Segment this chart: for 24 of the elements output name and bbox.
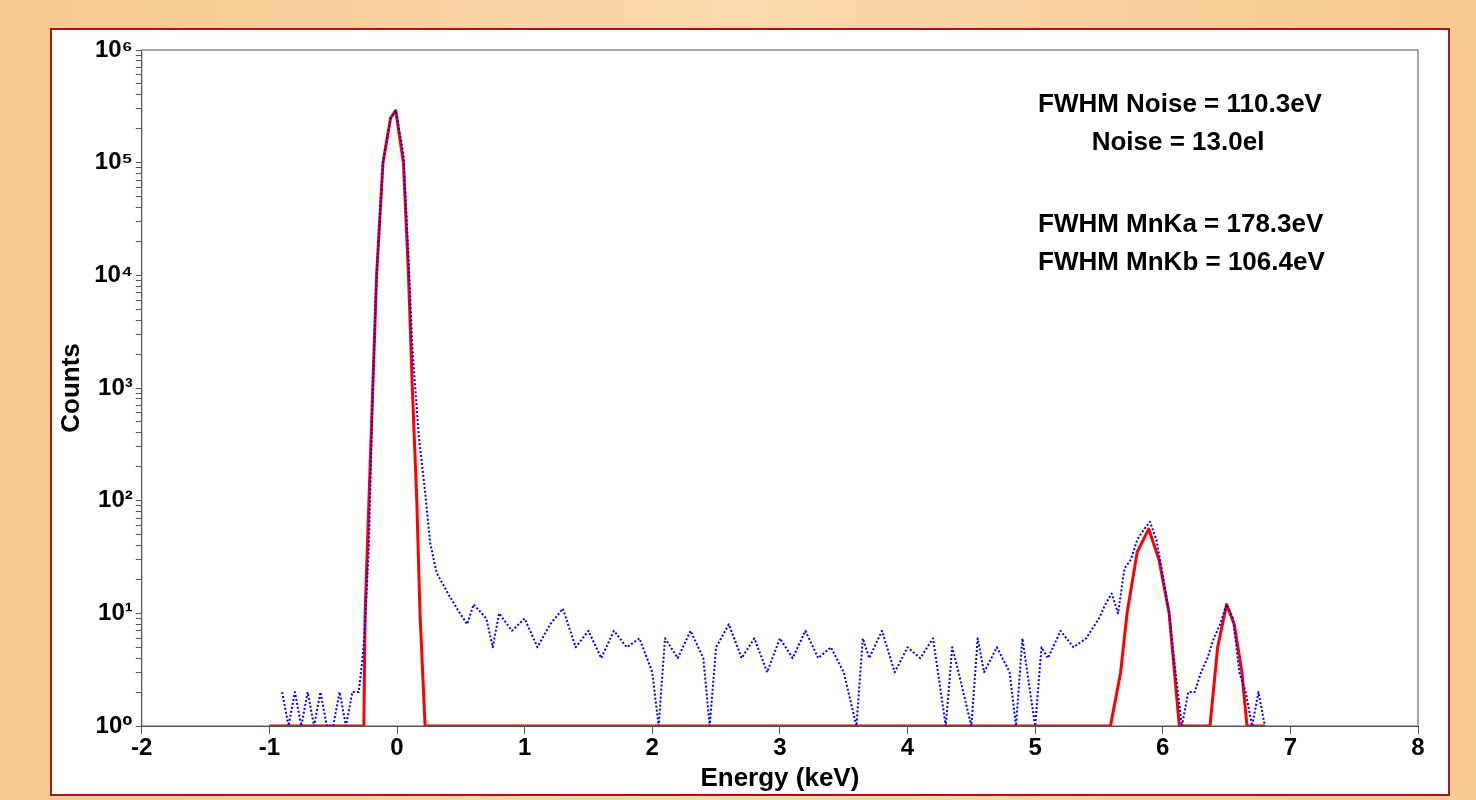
x-tick-label: 0 <box>390 733 404 761</box>
x-tick-label: 7 <box>1283 733 1298 761</box>
x-axis-title: Energy (keV) <box>700 761 860 792</box>
annotation: FWHM MnKa = 178.3eV <box>1038 208 1325 239</box>
annotation: FWHM MnKb = 106.4eV <box>1038 246 1326 277</box>
y-tick-label: 10⁴ <box>94 259 133 287</box>
y-tick-label: 10⁵ <box>94 147 133 175</box>
x-tick-label: 5 <box>1028 733 1042 761</box>
x-tick-label: 6 <box>1156 733 1170 761</box>
annotation: Noise = 13.0el <box>1091 126 1265 157</box>
x-tick-label: 3 <box>773 733 787 761</box>
x-tick-label: 8 <box>1411 733 1425 761</box>
y-tick-label: 10³ <box>98 372 133 400</box>
x-tick-label: -1 <box>258 733 281 761</box>
y-tick-label: 10⁶ <box>95 34 133 62</box>
y-tick-label: 10¹ <box>98 597 133 625</box>
x-tick-label: 2 <box>645 733 659 761</box>
y-tick-label: 10² <box>98 485 133 513</box>
y-axis-title: Counts <box>54 343 85 433</box>
x-tick-label: -2 <box>131 733 153 761</box>
x-tick-label: 1 <box>517 733 532 761</box>
annotation: FWHM Noise = 110.3eV <box>1038 88 1323 119</box>
y-tick-label: 10⁰ <box>95 710 133 738</box>
x-tick-label: 4 <box>900 733 915 761</box>
